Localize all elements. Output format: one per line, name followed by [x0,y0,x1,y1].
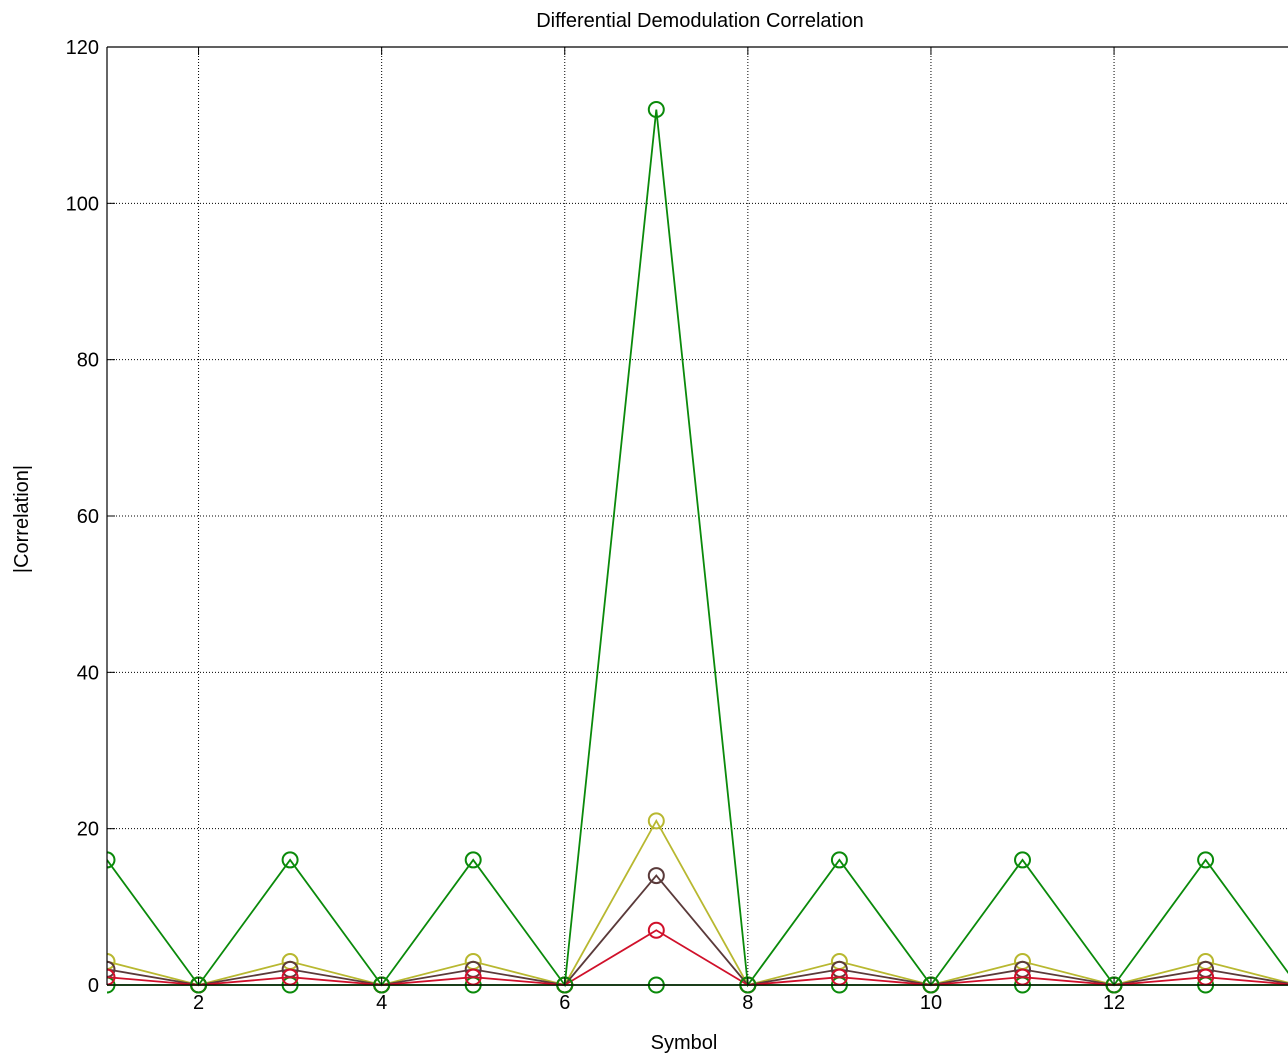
series-group [107,101,1288,994]
data-point-marker [647,101,665,119]
x-tick-label: 8 [742,992,753,1014]
y-tick-label: 60 [77,506,99,528]
y-tick-label: 20 [77,819,99,841]
grid-lines [107,47,1288,985]
y-axis-title: |Correlation| [11,465,33,573]
x-tick-label: 12 [1103,992,1125,1014]
axes [106,46,1288,986]
data-point-marker [281,851,299,869]
x-tick-label: 10 [920,992,942,1014]
y-tick-label: 80 [77,350,99,372]
data-point-marker [107,960,116,978]
series-line [107,929,1288,986]
series-line [107,109,1288,988]
y-tick-label: 120 [66,37,99,59]
data-point-marker [647,867,665,885]
data-point-marker [107,953,116,971]
data-point-marker [107,968,116,986]
data-point-marker [107,851,116,869]
data-point-marker [1014,851,1032,869]
data-point-marker [647,921,665,939]
x-tick-label: 2 [193,992,204,1014]
x-tick-label: 6 [559,992,570,1014]
x-tick-label: 4 [376,992,387,1014]
data-point-marker [464,851,482,869]
data-point-marker [647,812,665,830]
data-point-marker [1197,851,1215,869]
y-tick-label: 40 [77,662,99,684]
y-tick-label: 100 [66,193,99,215]
plot-series [107,101,1288,994]
x-axis-title: Symbol [651,1032,718,1054]
data-point-marker [830,851,848,869]
y-tick-label: 0 [88,975,99,997]
chart-title: Differential Demodulation Correlation [536,10,864,32]
series-line [107,819,1288,987]
series-line [107,874,1288,986]
